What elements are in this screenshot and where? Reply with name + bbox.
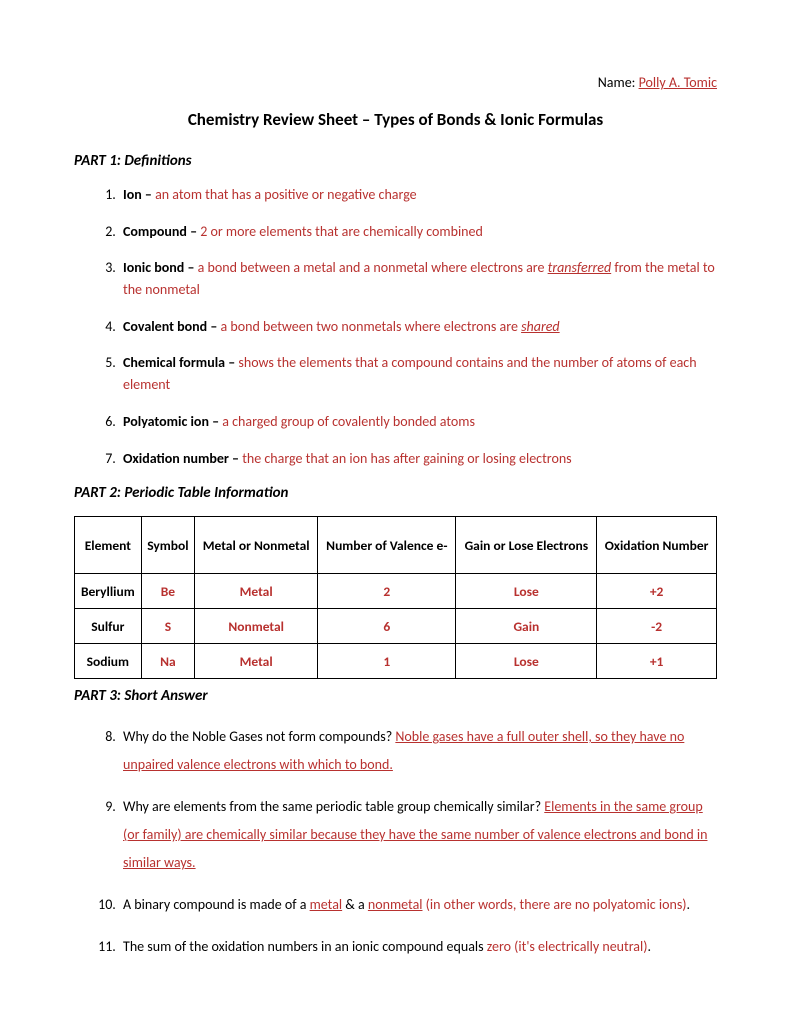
answer-text: zero (it's electrically neutral)	[487, 938, 648, 955]
cell-type: Nonmetal	[195, 609, 318, 644]
cell-valence: 1	[318, 644, 456, 679]
answer: a bond between a metal and a nonmetal wh…	[198, 259, 548, 276]
answer: a charged group of covalently bonded ato…	[222, 413, 475, 430]
part3-heading: PART 3: Short Answer	[74, 687, 717, 705]
term: Chemical formula –	[123, 354, 238, 371]
cell-oxidation: -2	[597, 609, 717, 644]
cell-valence: 2	[318, 574, 456, 609]
periodic-table-info: Element Symbol Metal or Nonmetal Number …	[74, 516, 717, 679]
student-name: Polly A. Tomic	[639, 74, 717, 91]
answer-text: metal	[310, 896, 343, 913]
cell-oxidation: +2	[597, 574, 717, 609]
name-label: Name:	[598, 74, 639, 91]
definition-item: Polyatomic ion – a charged group of cova…	[119, 411, 717, 433]
page-title: Chemistry Review Sheet – Types of Bonds …	[74, 109, 717, 130]
answer-emphasis: transferred	[548, 259, 612, 276]
question-text: The sum of the oxidation numbers in an i…	[123, 938, 487, 955]
definition-item: Ionic bond – a bond between a metal and …	[119, 257, 717, 300]
worksheet-page: Name: Polly A. Tomic Chemistry Review Sh…	[0, 0, 791, 1024]
definitions-list: Ion – an atom that has a positive or neg…	[74, 184, 717, 469]
cell-element: Sodium	[75, 644, 142, 679]
cell-symbol: S	[141, 609, 195, 644]
term: Oxidation number –	[123, 450, 242, 467]
definition-item: Covalent bond – a bond between two nonme…	[119, 316, 717, 338]
col-metal-nonmetal: Metal or Nonmetal	[195, 517, 318, 574]
cell-element: Sulfur	[75, 609, 142, 644]
cell-gainlose: Gain	[456, 609, 597, 644]
term: Ionic bond –	[123, 259, 198, 276]
cell-type: Metal	[195, 574, 318, 609]
definition-item: Chemical formula – shows the elements th…	[119, 352, 717, 395]
cell-type: Metal	[195, 644, 318, 679]
definition-item: Oxidation number – the charge that an io…	[119, 448, 717, 470]
answer-text: nonmetal	[368, 896, 423, 913]
short-answer-item: Why do the Noble Gases not form compound…	[119, 723, 717, 779]
short-answer-item: The sum of the oxidation numbers in an i…	[119, 933, 717, 961]
col-oxidation: Oxidation Number	[597, 517, 717, 574]
answer: an atom that has a positive or negative …	[155, 186, 417, 203]
cell-symbol: Be	[141, 574, 195, 609]
part2-heading: PART 2: Periodic Table Information	[74, 484, 717, 502]
question-text: .	[647, 938, 651, 955]
cell-gainlose: Lose	[456, 644, 597, 679]
table-row: Beryllium Be Metal 2 Lose +2	[75, 574, 717, 609]
question-text: Why are elements from the same periodic …	[123, 798, 544, 815]
term: Compound –	[123, 223, 200, 240]
cell-oxidation: +1	[597, 644, 717, 679]
part1-heading: PART 1: Definitions	[74, 152, 717, 170]
col-element: Element	[75, 517, 142, 574]
short-answer-list: Why do the Noble Gases not form compound…	[74, 723, 717, 961]
definition-item: Ion – an atom that has a positive or neg…	[119, 184, 717, 206]
table-row: Sodium Na Metal 1 Lose +1	[75, 644, 717, 679]
term: Polyatomic ion –	[123, 413, 222, 430]
col-symbol: Symbol	[141, 517, 195, 574]
question-text: A binary compound is made of a	[123, 896, 310, 913]
short-answer-item: A binary compound is made of a metal & a…	[119, 891, 717, 919]
term: Covalent bond –	[123, 318, 220, 335]
answer: the charge that an ion has after gaining…	[242, 450, 571, 467]
table-row: Sulfur S Nonmetal 6 Gain -2	[75, 609, 717, 644]
short-answer-item: Why are elements from the same periodic …	[119, 793, 717, 877]
name-field: Name: Polly A. Tomic	[74, 74, 717, 91]
answer: 2 or more elements that are chemically c…	[200, 223, 483, 240]
col-valence: Number of Valence e-	[318, 517, 456, 574]
col-gain-lose: Gain or Lose Electrons	[456, 517, 597, 574]
answer: a bond between two nonmetals where elect…	[220, 318, 521, 335]
cell-gainlose: Lose	[456, 574, 597, 609]
answer-emphasis: shared	[521, 318, 560, 335]
answer-text: (in other words, there are no polyatomic…	[423, 896, 687, 913]
cell-element: Beryllium	[75, 574, 142, 609]
question-text: .	[687, 896, 691, 913]
question-text: Why do the Noble Gases not form compound…	[123, 728, 395, 745]
question-text: & a	[342, 896, 368, 913]
definition-item: Compound – 2 or more elements that are c…	[119, 221, 717, 243]
table-header-row: Element Symbol Metal or Nonmetal Number …	[75, 517, 717, 574]
term: Ion –	[123, 186, 155, 203]
cell-valence: 6	[318, 609, 456, 644]
cell-symbol: Na	[141, 644, 195, 679]
